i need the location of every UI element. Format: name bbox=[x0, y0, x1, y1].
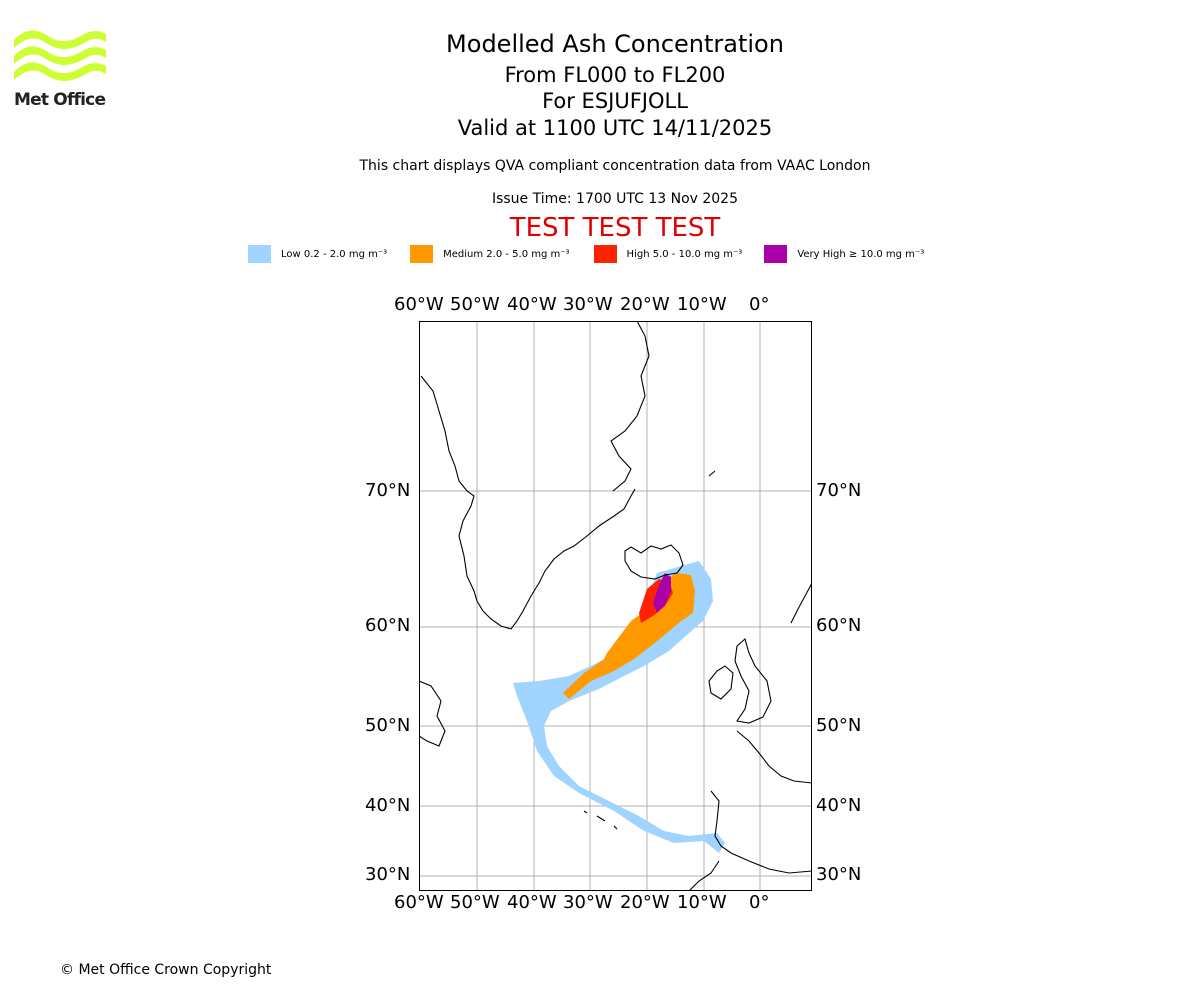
lat-label-left-70n: 70°N bbox=[365, 480, 411, 501]
ash-area-very-high bbox=[653, 573, 671, 613]
great-britain-coast bbox=[734, 638, 772, 724]
lat-label-right-60n: 60°N bbox=[816, 615, 862, 636]
legend-item-very-high: Very High ≥ 10.0 mg m⁻³ bbox=[764, 245, 924, 263]
lat-label-right-30n: 30°N bbox=[816, 864, 862, 885]
lon-label-top-0: 0° bbox=[749, 294, 770, 315]
legend-label-low: Low 0.2 - 2.0 mg m⁻³ bbox=[281, 248, 388, 260]
legend-item-high: High 5.0 - 10.0 mg m⁻³ bbox=[593, 245, 743, 263]
lon-label-top-40w: 40°W bbox=[507, 294, 557, 315]
lon-label-bottom-20w: 20°W bbox=[620, 892, 670, 913]
map-frame bbox=[419, 321, 812, 891]
ash-area-low bbox=[513, 561, 725, 853]
legend: Low 0.2 - 2.0 mg m⁻³ Medium 2.0 - 5.0 mg… bbox=[248, 243, 924, 265]
france-coast bbox=[736, 730, 812, 784]
newfoundland-coast bbox=[419, 680, 446, 747]
ireland-coast bbox=[708, 665, 734, 700]
lat-label-left-30n: 30°N bbox=[365, 864, 411, 885]
lon-label-top-50w: 50°W bbox=[450, 294, 500, 315]
lat-label-right-70n: 70°N bbox=[816, 480, 862, 501]
test-banner: TEST TEST TEST bbox=[509, 213, 721, 243]
coastlines bbox=[419, 321, 812, 891]
norway-coast bbox=[790, 582, 812, 624]
legend-swatch-high bbox=[593, 245, 617, 263]
africa-coast bbox=[688, 860, 720, 891]
legend-swatch-medium bbox=[410, 245, 434, 263]
lat-label-right-40n: 40°N bbox=[816, 795, 862, 816]
arctic-coast bbox=[610, 321, 650, 492]
legend-swatch-very-high bbox=[764, 245, 788, 263]
issue-time: Issue Time: 1700 UTC 13 Nov 2025 bbox=[491, 191, 739, 207]
graticule bbox=[419, 321, 812, 891]
chart-title: Modelled Ash Concentration bbox=[446, 30, 784, 58]
azores bbox=[583, 810, 618, 830]
lon-label-top-20w: 20°W bbox=[620, 294, 670, 315]
met-office-logo: Met Office bbox=[14, 28, 108, 114]
lon-label-top-60w: 60°W bbox=[394, 294, 444, 315]
iceland-coast bbox=[624, 544, 684, 580]
lat-label-left-60n: 60°N bbox=[365, 615, 411, 636]
lon-label-bottom-30w: 30°W bbox=[563, 892, 613, 913]
copyright: © Met Office Crown Copyright bbox=[60, 962, 272, 978]
chart-description: This chart displays QVA compliant concen… bbox=[359, 158, 871, 174]
lon-label-top-10w: 10°W bbox=[677, 294, 727, 315]
lon-label-bottom-50w: 50°W bbox=[450, 892, 500, 913]
legend-swatch-low bbox=[248, 245, 271, 263]
legend-item-low: Low 0.2 - 2.0 mg m⁻³ bbox=[248, 245, 387, 263]
legend-item-medium: Medium 2.0 - 5.0 mg m⁻³ bbox=[410, 245, 570, 263]
valid-time: Valid at 1100 UTC 14/11/2025 bbox=[457, 116, 773, 140]
greenland-coast bbox=[420, 375, 636, 630]
legend-label-medium: Medium 2.0 - 5.0 mg m⁻³ bbox=[443, 248, 570, 260]
lon-label-bottom-0: 0° bbox=[749, 892, 770, 913]
met-office-wave-icon bbox=[14, 30, 106, 81]
jan-mayen bbox=[708, 470, 716, 477]
lon-label-bottom-60w: 60°W bbox=[394, 892, 444, 913]
legend-label-high: High 5.0 - 10.0 mg m⁻³ bbox=[626, 248, 743, 260]
lat-label-left-50n: 50°N bbox=[365, 715, 411, 736]
ash-map bbox=[419, 321, 812, 891]
lon-label-top-30w: 30°W bbox=[563, 294, 613, 315]
flight-level-range: From FL000 to FL200 bbox=[504, 63, 726, 87]
logo-wordmark: Met Office bbox=[14, 90, 106, 110]
legend-label-very-high: Very High ≥ 10.0 mg m⁻³ bbox=[797, 248, 925, 260]
iberia-coast bbox=[710, 790, 812, 874]
lat-label-right-50n: 50°N bbox=[816, 715, 862, 736]
volcano-name: For ESJUFJOLL bbox=[542, 89, 688, 113]
lon-label-bottom-10w: 10°W bbox=[677, 892, 727, 913]
lon-label-bottom-40w: 40°W bbox=[507, 892, 557, 913]
lat-label-left-40n: 40°N bbox=[365, 795, 411, 816]
